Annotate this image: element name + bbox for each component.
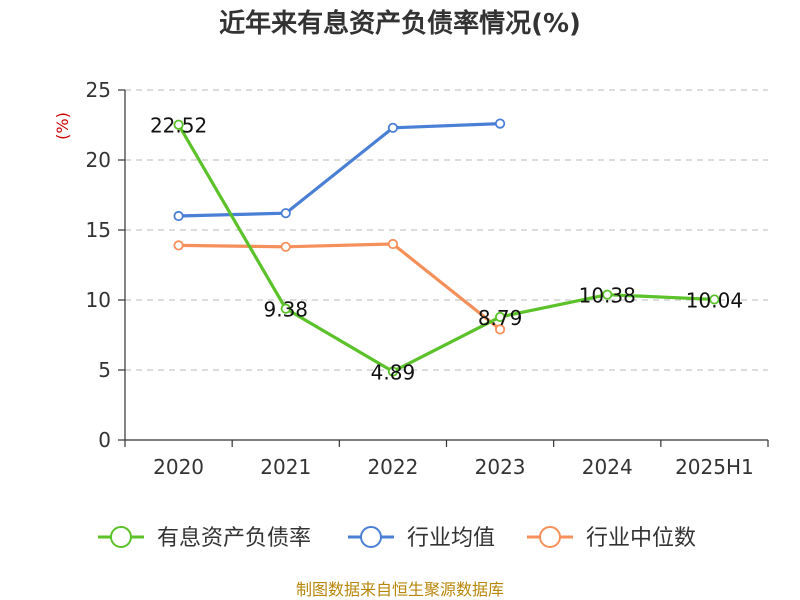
legend[interactable]: 有息资产负债率 行业均值 行业中位数: [98, 526, 696, 551]
legend-item[interactable]: 行业均值: [348, 526, 495, 551]
data-point: [494, 324, 506, 335]
data-point: [602, 289, 613, 300]
y-tick-label: 0: [98, 428, 111, 452]
data-label: 4.89: [371, 361, 416, 385]
legend-label: 行业均值: [407, 526, 495, 551]
legend-marker: [539, 526, 561, 548]
data-point: [494, 311, 506, 323]
y-tick-label: 25: [86, 78, 111, 102]
series-line: [177, 123, 715, 374]
data-point: [173, 119, 184, 130]
chart-title: 近年来有息资产负债率情况(%): [219, 8, 581, 39]
data-point: [494, 118, 506, 129]
data-point: [173, 240, 184, 251]
legend-label: 行业中位数: [586, 526, 696, 551]
data-label: 9.38: [263, 298, 308, 322]
legend-marker: [110, 526, 132, 548]
y-tick-label: 20: [86, 148, 111, 172]
x-tick-label: 2021: [260, 455, 311, 479]
series-line: [178, 242, 502, 331]
data-labels: 22.52 9.38 4.89 8.79 10.38 10.04: [150, 114, 743, 385]
y-tick-label: 15: [86, 218, 111, 242]
axes: 0 5 10 15 20 25 2020 2021 2022 2023 2024 2025H1: [86, 78, 769, 479]
x-tick-label: 2023: [475, 455, 526, 479]
data-point: [387, 238, 399, 250]
data-label: 22.52: [150, 114, 207, 138]
data-label: 10.38: [579, 284, 636, 308]
source-note: 制图数据来自恒生聚源数据库: [296, 580, 504, 599]
legend-label: 有息资产负债率: [157, 526, 311, 551]
series-group: [173, 118, 720, 377]
data-label: 8.79: [478, 306, 523, 330]
legend-item[interactable]: 行业中位数: [527, 526, 696, 551]
y-tick-label: 10: [86, 288, 111, 312]
series-line: [178, 122, 501, 218]
data-label: 10.04: [686, 288, 743, 312]
data-point: [173, 210, 184, 222]
y-axis-unit-label: (%): [53, 112, 72, 140]
x-tick-label: 2020: [153, 455, 204, 479]
x-tick-label: 2022: [367, 455, 418, 479]
data-point: [387, 122, 399, 133]
data-point: [280, 241, 291, 252]
legend-marker: [360, 526, 382, 548]
data-point: [280, 208, 291, 219]
x-tick-label: 2025H1: [675, 455, 754, 479]
data-point: [709, 294, 720, 305]
y-tick-label: 5: [98, 358, 111, 382]
x-tick-label: 2024: [582, 455, 633, 479]
data-point: [280, 303, 291, 314]
gridlines: [125, 89, 768, 371]
legend-item[interactable]: 有息资产负债率: [98, 526, 311, 551]
data-point: [387, 366, 399, 377]
